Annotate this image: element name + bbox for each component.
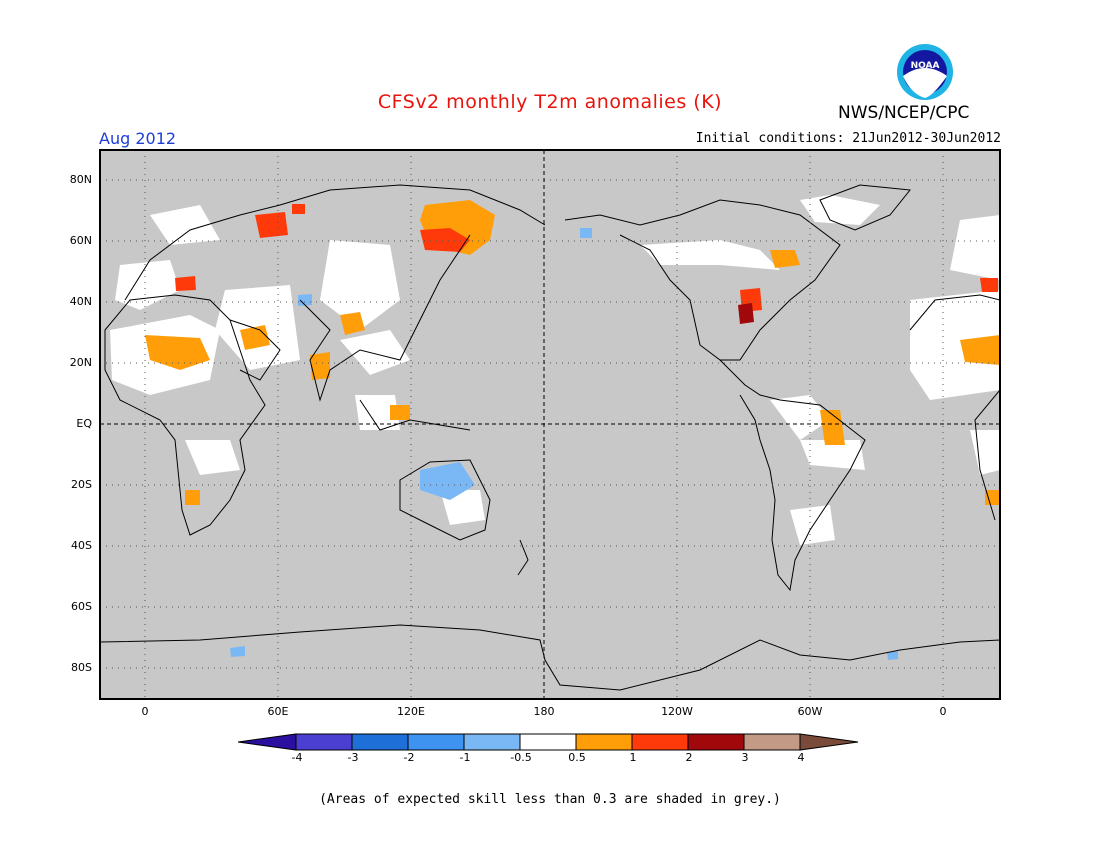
colorbar-segment bbox=[295, 733, 353, 751]
cool-anomaly-areas bbox=[230, 228, 898, 660]
colorbar-label: -0.5 bbox=[510, 751, 532, 764]
lon-label: 60W bbox=[797, 705, 823, 718]
footnote: (Areas of expected skill less than 0.3 a… bbox=[319, 792, 781, 807]
colorbar-label: -1 bbox=[459, 751, 471, 764]
lon-label: 0 bbox=[939, 705, 947, 718]
target-month: Aug 2012 bbox=[99, 129, 177, 148]
lon-label: 180 bbox=[533, 705, 555, 718]
reference-lines bbox=[100, 150, 1000, 699]
logo-text: NOAA bbox=[911, 61, 940, 71]
colorbar-label: -4 bbox=[291, 751, 303, 764]
noaa-logo: NOAA bbox=[897, 44, 953, 100]
colorbar-label: 4 bbox=[797, 751, 805, 764]
map-frame bbox=[99, 149, 1001, 700]
warm-anomaly-areas bbox=[145, 200, 1000, 505]
colorbar-segment bbox=[351, 733, 409, 751]
colorbar-arrow-left bbox=[238, 733, 297, 751]
colorbar-segment bbox=[407, 733, 465, 751]
lon-label: 0 bbox=[141, 705, 149, 718]
lat-label: 40N bbox=[69, 295, 92, 308]
agency-label: NWS/NCEP/CPC bbox=[838, 103, 970, 123]
colorbar-arrow-right bbox=[799, 733, 859, 751]
colorbar-label: 1 bbox=[629, 751, 637, 764]
colorbar-segment bbox=[687, 733, 745, 751]
coastlines bbox=[100, 184, 1000, 691]
map-content bbox=[100, 184, 1000, 691]
colorbar-segment bbox=[463, 733, 521, 751]
lat-label: 60N bbox=[69, 234, 92, 247]
map-title: CFSv2 monthly T2m anomalies (K) bbox=[377, 91, 723, 113]
colorbar-segment bbox=[743, 733, 801, 751]
initial-conditions: Initial conditions: 21Jun2012-30Jun2012 bbox=[695, 131, 1001, 146]
colorbar-label: 2 bbox=[685, 751, 693, 764]
extreme-warm-anomaly-areas bbox=[738, 303, 754, 324]
lon-label: 60E bbox=[267, 705, 289, 718]
colorbar-segment bbox=[631, 733, 689, 751]
lat-label: 80S bbox=[71, 661, 92, 674]
gridlines bbox=[100, 150, 1000, 699]
lat-label: 40S bbox=[71, 539, 92, 552]
colorbar-label: -3 bbox=[347, 751, 359, 764]
lat-label: EQ bbox=[76, 417, 92, 430]
colorbar-segment bbox=[519, 733, 577, 751]
lat-label: 20N bbox=[69, 356, 92, 369]
lat-label: 60S bbox=[71, 600, 92, 613]
colorbar-segment bbox=[575, 733, 633, 751]
lat-label: 80N bbox=[69, 173, 92, 186]
colorbar bbox=[238, 733, 859, 751]
colorbar-label: -2 bbox=[403, 751, 415, 764]
lon-label: 120E bbox=[397, 705, 425, 718]
colorbar-label: 3 bbox=[741, 751, 749, 764]
lon-label: 120W bbox=[661, 705, 693, 718]
colorbar-label: 0.5 bbox=[568, 751, 586, 764]
lat-label: 20S bbox=[71, 478, 92, 491]
